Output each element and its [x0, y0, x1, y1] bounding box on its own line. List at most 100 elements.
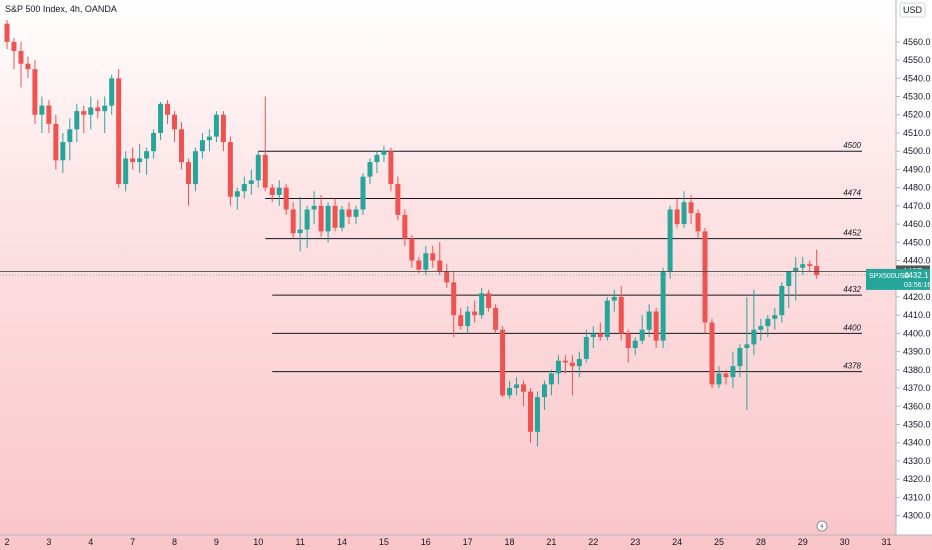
candle-body	[695, 213, 701, 232]
candle-body	[123, 158, 129, 184]
candle-body	[241, 183, 247, 192]
candle-body	[290, 209, 296, 234]
candle-body	[723, 373, 729, 378]
candle-body	[604, 300, 610, 338]
candle-body	[590, 333, 596, 338]
candle-body	[276, 187, 282, 195]
price-tick-label: 4350.0	[903, 419, 931, 429]
level-label: 4474	[843, 189, 861, 198]
price-tick-label: 4360.0	[903, 401, 931, 411]
price-tick-label: 4560.0	[903, 37, 931, 47]
candle-body	[751, 329, 757, 345]
candle-body	[304, 209, 310, 230]
candle-body	[458, 315, 464, 327]
candle-body	[639, 329, 645, 341]
candle-body	[814, 265, 820, 276]
candle-body	[353, 209, 359, 217]
candle-body	[793, 267, 799, 272]
candle-body	[39, 105, 45, 115]
candle-body	[339, 209, 345, 228]
time-axis[interactable]: 2 3 4 7 8 9 10 11 14 15 16 17 18 21 22 23 24 25 28 29 30 31	[4, 537, 891, 547]
candle-body	[185, 162, 191, 184]
candle-body	[227, 142, 233, 197]
candle-body	[102, 105, 108, 112]
candle-body	[702, 231, 708, 323]
candle-body	[744, 344, 750, 348]
candle-body	[297, 229, 303, 234]
candle-body	[165, 103, 171, 115]
candle-body	[262, 154, 268, 188]
candle-body	[472, 311, 478, 316]
candle-body	[569, 362, 575, 367]
price-tick-label: 4520.0	[903, 110, 931, 120]
time-tick-label: 15	[379, 537, 389, 547]
candle-body	[507, 388, 513, 396]
candle-body	[325, 205, 331, 232]
candle-body	[53, 123, 59, 161]
candle-body	[67, 129, 73, 143]
candle-body	[81, 111, 87, 115]
time-tick-label: 4	[88, 537, 93, 547]
candle-body	[158, 103, 164, 133]
candles	[4, 20, 820, 447]
price-tick-label: 4420.0	[903, 292, 931, 302]
time-tick-label: 21	[546, 537, 556, 547]
price-tick-label: 4490.0	[903, 164, 931, 174]
currency-button[interactable]: USD	[899, 2, 926, 18]
candle-body	[486, 293, 492, 308]
candle-body	[255, 154, 261, 181]
price-tick-label: 4550.0	[903, 55, 931, 65]
candle-body	[479, 293, 485, 316]
last-price-label: 4432.1	[904, 271, 929, 280]
candle-body	[60, 142, 66, 161]
candle-body	[18, 50, 24, 64]
price-tick-label: 4310.0	[903, 492, 931, 502]
candle-body	[144, 151, 150, 159]
time-tick-label: 31	[881, 537, 891, 547]
candle-body	[786, 271, 792, 287]
candle-body	[611, 296, 617, 301]
candle-body	[730, 366, 736, 378]
time-tick-label: 17	[463, 537, 473, 547]
price-tick-label: 4330.0	[903, 456, 931, 466]
candle-body	[548, 373, 554, 385]
candle-body	[88, 107, 94, 115]
price-tick-label: 4320.0	[903, 474, 931, 484]
candle-body	[597, 333, 603, 338]
candle-body	[11, 41, 17, 51]
lightning-icon[interactable]	[816, 520, 828, 532]
candle-body	[409, 238, 415, 261]
candle-body	[179, 129, 184, 163]
level-label: 4432	[843, 285, 861, 294]
candle-body	[800, 264, 806, 268]
candle-body	[528, 391, 533, 432]
price-tick-label: 4480.0	[903, 183, 931, 193]
currency-button-label: USD	[903, 5, 923, 15]
candle-body	[332, 205, 338, 228]
price-tick-label: 4510.0	[903, 128, 931, 138]
time-tick-label: 23	[630, 537, 640, 547]
candle-body	[576, 358, 582, 367]
price-tick-label: 4300.0	[903, 511, 931, 521]
level-label: 4452	[843, 229, 861, 238]
candle-body	[32, 69, 38, 115]
price-tick-label: 4390.0	[903, 347, 931, 357]
candle-body	[681, 202, 687, 225]
price-tick-label: 4450.0	[903, 237, 931, 247]
candle-body	[674, 209, 680, 225]
time-tick-label: 25	[714, 537, 724, 547]
candle-body	[74, 111, 80, 130]
time-tick-label: 30	[840, 537, 850, 547]
candle-body	[583, 337, 589, 359]
price-tick-label: 4440.0	[903, 256, 931, 266]
price-tick-label: 4470.0	[903, 201, 931, 211]
candle-body	[172, 114, 178, 130]
candle-body	[234, 191, 240, 197]
candle-body	[213, 114, 219, 137]
candle-body	[151, 132, 157, 152]
candle-body	[514, 384, 520, 389]
candle-body	[758, 326, 764, 330]
candle-body	[137, 158, 143, 163]
time-tick-label: 9	[214, 537, 219, 547]
